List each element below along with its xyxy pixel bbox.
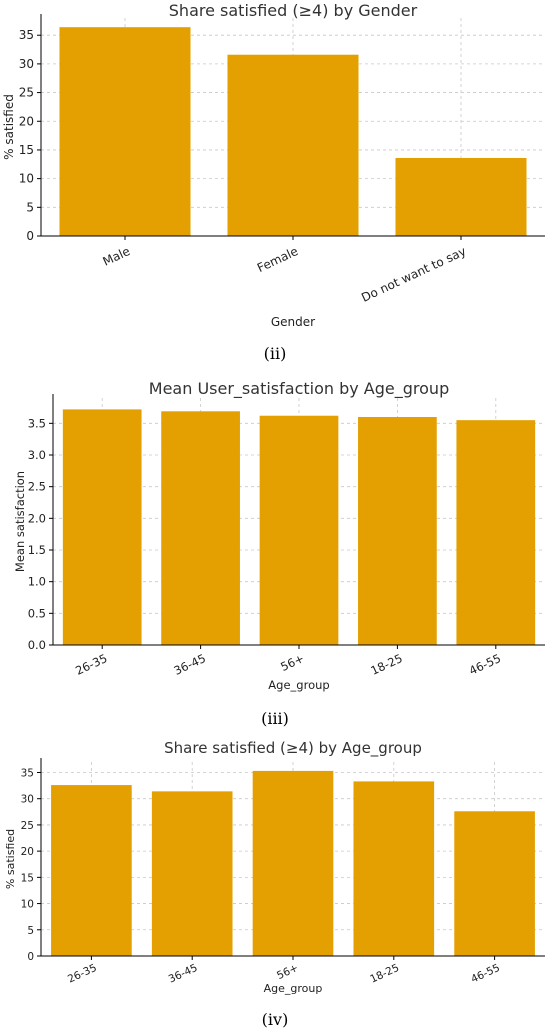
chart-title: Share satisfied (≥4) by Age_group xyxy=(164,739,422,758)
bar-18-25 xyxy=(358,417,437,645)
y-tick-label: 0.5 xyxy=(28,606,46,620)
caption-iii: (iii) xyxy=(261,709,289,728)
bar-56- xyxy=(252,770,334,956)
chart-panel-gender-share: Share satisfied (≥4) by Gender 0 5 10 15 20 25… xyxy=(0,0,550,340)
y-tick-label: 0.0 xyxy=(28,638,46,652)
y-tick-label: 30 xyxy=(21,794,34,806)
y-tick-label: 0 xyxy=(26,229,34,243)
y-tick-label: 3.5 xyxy=(28,416,46,430)
chart-gender-share-svg: Share satisfied (≥4) by Gender 0 5 10 15 20 25… xyxy=(2,1,545,329)
chart-age-mean-svg: Mean User_satisfaction by Age_group 0.0 0.… xyxy=(13,379,545,692)
y-tick-label: 25 xyxy=(19,86,34,100)
chart-title: Share satisfied (≥4) by Gender xyxy=(169,1,418,20)
y-axis-label: Mean satisfaction xyxy=(13,471,27,572)
y-tick-label: 15 xyxy=(21,872,34,884)
x-tick-label: 26-35 xyxy=(66,962,99,986)
y-tick-label: 3.0 xyxy=(28,448,46,462)
bar-46-55 xyxy=(454,811,535,956)
y-tick-label: 2.5 xyxy=(28,480,46,494)
x-tick-label: 46-55 xyxy=(467,651,503,678)
bar-36-45 xyxy=(151,791,233,956)
y-tick-label: 25 xyxy=(21,820,34,832)
chart-panel-age-share: Share satisfied (≥4) by Age_group 0 5 10 15 2… xyxy=(0,732,550,1004)
x-tick-label: Do not want to say xyxy=(359,244,468,305)
x-tick-label: 18-25 xyxy=(368,651,404,678)
y-tick-label: 1.5 xyxy=(28,543,46,557)
y-tick-label: 10 xyxy=(19,172,34,186)
chart-age-share-svg: Share satisfied (≥4) by Age_group 0 5 10 15 2… xyxy=(4,739,545,995)
y-tick-label: 1.0 xyxy=(28,575,46,589)
x-tick-label: 36-45 xyxy=(172,651,208,678)
x-axis-label: Age_group xyxy=(268,678,329,692)
bar-female xyxy=(227,54,359,236)
y-tick-label: 20 xyxy=(19,114,34,128)
y-tick-label: 30 xyxy=(19,57,34,71)
x-tick-label: Female xyxy=(255,244,300,275)
y-tick-label: 35 xyxy=(19,28,34,42)
bar-18-25 xyxy=(353,781,435,956)
y-tick-label: 5 xyxy=(27,925,34,937)
y-tick-label: 15 xyxy=(19,143,34,157)
x-tick-label: 56+ xyxy=(278,651,306,674)
x-axis-label: Gender xyxy=(271,315,315,329)
x-axis-label: Age_group xyxy=(264,982,323,995)
y-tick-label: 10 xyxy=(21,899,34,911)
y-tick-label: 35 xyxy=(21,767,34,779)
caption-ii: (ii) xyxy=(263,344,287,363)
bar-46-55 xyxy=(456,420,536,645)
x-tick-label: 56+ xyxy=(275,962,300,982)
bar-26-35 xyxy=(51,785,132,956)
bar-male xyxy=(59,27,191,236)
y-tick-label: 2.0 xyxy=(28,511,46,525)
x-tick-label: 18-25 xyxy=(368,962,401,986)
y-axis-label: % satisfied xyxy=(2,94,16,160)
bar-56- xyxy=(259,415,339,645)
chart-panel-age-mean: Mean User_satisfaction by Age_group 0.0 0.… xyxy=(0,372,550,702)
y-tick-label: 20 xyxy=(21,846,34,858)
x-tick-label: Male xyxy=(101,244,133,269)
chart-title: Mean User_satisfaction by Age_group xyxy=(149,379,449,399)
bar-36-45 xyxy=(161,411,240,645)
bar-do-not-want-to-say xyxy=(395,157,527,236)
y-tick-label: 5 xyxy=(26,200,34,214)
caption-iv: (iv) xyxy=(261,1010,289,1029)
x-tick-label: 46-55 xyxy=(469,962,502,986)
bar-26-35 xyxy=(62,409,142,645)
x-tick-label: 36-45 xyxy=(167,962,200,986)
y-axis-label: % satisfied xyxy=(4,829,17,889)
x-tick-label: 26-35 xyxy=(73,651,109,678)
y-tick-label: 0 xyxy=(27,951,34,963)
